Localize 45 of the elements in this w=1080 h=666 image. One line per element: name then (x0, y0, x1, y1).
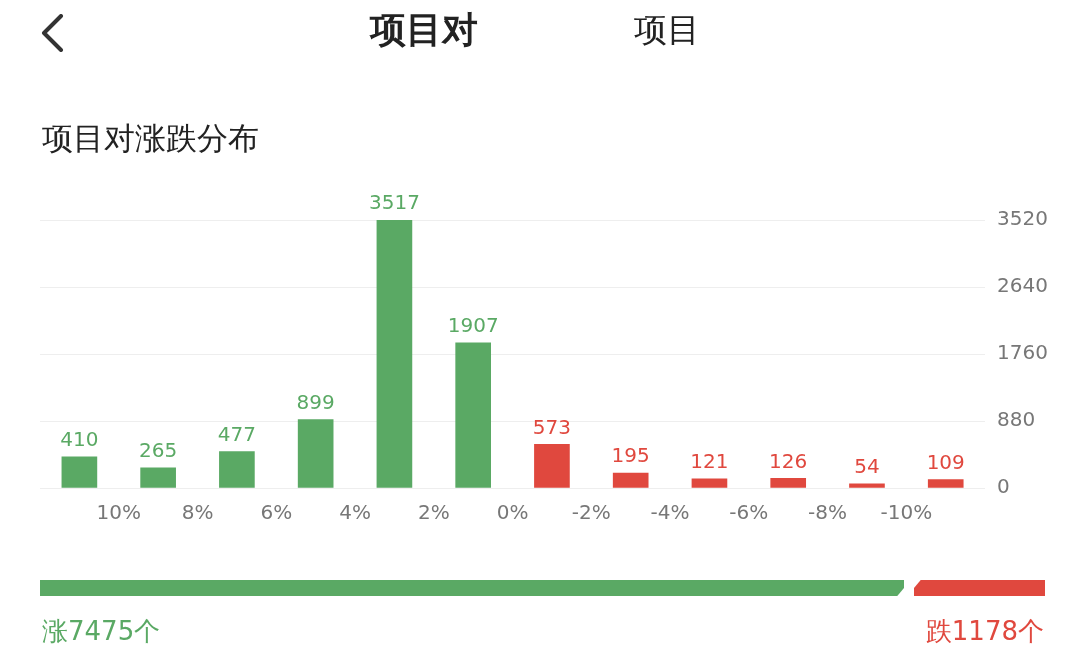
x-tick-label: -4% (650, 500, 690, 525)
y-tick-label: 880 (997, 407, 1036, 432)
data-label: 899 (296, 389, 335, 414)
text: 涨7475个 (42, 615, 161, 648)
bar (376, 220, 413, 488)
chart-title: 项目对涨跌分布 (42, 119, 259, 158)
x-tick-label: 10% (96, 500, 141, 525)
y-tick-label: 1760 (997, 340, 1049, 365)
x-tick-label: -6% (729, 500, 769, 525)
data-label: 195 (611, 443, 650, 468)
data-label: 121 (690, 448, 729, 473)
bar (691, 478, 728, 488)
data-label: 126 (769, 448, 808, 473)
text: 项目 (634, 9, 700, 51)
x-tick-label: 2% (417, 500, 450, 525)
x-tick-label: 8% (181, 500, 214, 525)
data-label: 573 (532, 414, 572, 439)
bar (849, 483, 885, 488)
y-tick-label: 0 (997, 474, 1010, 499)
x-tick-label: -8% (808, 500, 848, 525)
bar (297, 419, 334, 488)
x-tick-label: 0% (496, 500, 529, 525)
bar (140, 467, 176, 488)
bar (61, 456, 98, 488)
bar (612, 472, 649, 488)
x-tick-label: -2% (571, 500, 611, 525)
bar (770, 478, 807, 488)
x-tick-label: -10% (880, 500, 933, 525)
y-tick-label: 2640 (997, 273, 1049, 298)
data-label: 477 (217, 421, 256, 446)
data-label: 3517 (368, 190, 420, 215)
bar (927, 479, 964, 488)
bar (219, 451, 255, 488)
data-label: 54 (854, 454, 880, 479)
text: 项目对 (370, 8, 478, 52)
bar (455, 342, 491, 488)
bar (534, 444, 570, 488)
data-label: 265 (139, 438, 178, 463)
text: 跌1178个 (925, 615, 1044, 648)
x-tick-label: 6% (260, 500, 293, 525)
data-label: 1907 (447, 313, 499, 338)
x-tick-label: 4% (339, 500, 371, 525)
y-tick-label: 3520 (997, 206, 1049, 231)
data-label: 109 (926, 449, 965, 474)
data-label: 410 (60, 426, 99, 451)
